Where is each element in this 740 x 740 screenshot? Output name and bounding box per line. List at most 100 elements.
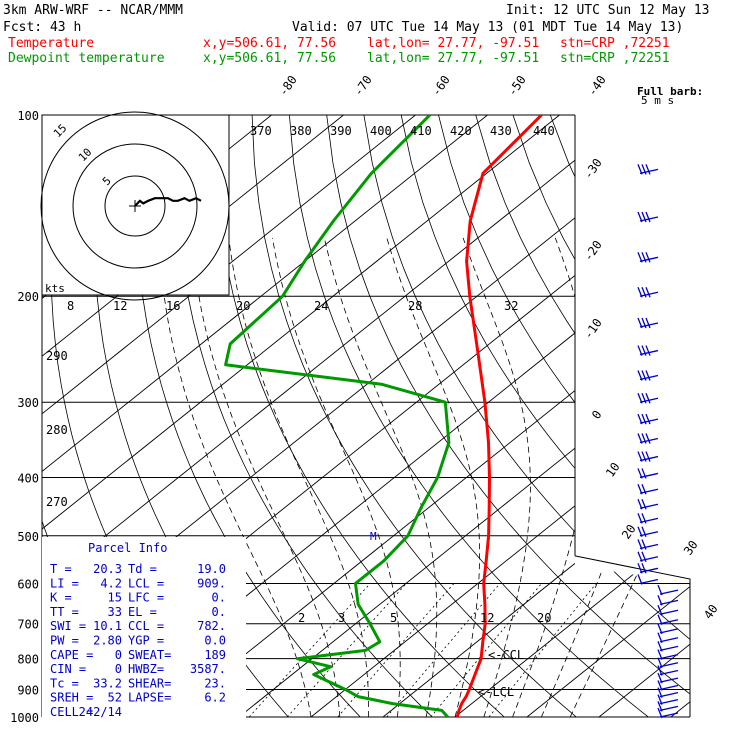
parcel-key: HWBZ= [128,662,164,676]
wind-barb-flag [637,451,643,462]
theta-label-400: 400 [370,124,392,138]
mixing-ratio-label-3: 3 [338,611,345,625]
parcel-value: 0 [115,662,122,676]
wind-barb-flag [657,701,663,712]
wind-barb [659,698,679,705]
wind-barb [639,531,659,537]
parcel-value: 242/14 [79,705,122,719]
dry-adiabat-310 [251,115,577,717]
wind-barb-flag [657,672,663,684]
wind-barb [639,567,659,573]
theta-label-420: 420 [450,124,472,138]
dry-adiabat-380 [512,115,690,717]
pressure-label-800: 800 [17,653,39,667]
parcel-key: SREH = [50,691,93,705]
wind-barb [659,619,679,625]
wind-barb [659,712,679,718]
parcel-key: LI = [50,576,79,590]
wind-barb-flag [641,392,647,404]
ccl-marker: <-CCL [488,648,524,662]
wind-barb [639,472,659,479]
isotherm-label-40: 40 [701,602,721,622]
wind-barb-flag [645,345,651,356]
wind-barb-flag [641,498,647,510]
dewpoint-profile [224,115,451,717]
temp-legend-name: Temperature [8,36,94,51]
isotherm-20 [454,115,690,717]
pressure-label-100: 100 [17,109,39,123]
parcel-value: 189 [204,648,226,662]
dew-legend-xy: x,y=506.61, 77.56 [203,51,336,66]
wind-barb-flag [657,614,663,625]
parcel-key: EL = [128,605,157,619]
parcel-value: 0.0 [204,634,226,648]
temp-legend-xy: x,y=506.61, 77.56 [203,36,336,51]
parcel-value: 23. [204,676,226,690]
mixing-ratio-20 [488,583,597,717]
theta-label-390: 390 [330,124,352,138]
init-time: Init: 12 UTC Sun 12 May 13 [506,3,710,18]
moist-adiabat-12 [272,237,401,717]
wind-barb-flag [637,498,643,510]
isotherm-label--50: -50 [505,73,529,99]
isotherm-label--70: -70 [351,73,375,99]
wind-barb-flag [657,595,663,606]
isotherm-label-10: 10 [603,460,623,480]
isotherm-30 [526,115,690,717]
wind-barb-flag [641,317,647,329]
parcel-key: LCL = [128,576,164,590]
parcel-value: 0. [212,605,226,619]
wind-barb-flag [637,526,643,538]
mixing-ratio-label-20: 20 [537,611,551,625]
theta-label-430: 430 [490,124,512,138]
wind-barb-flag [641,433,647,444]
mixing-ratio-label-5: 5 [390,611,397,625]
parcel-value: 6.2 [204,691,226,705]
isotherm-10 [382,115,690,717]
parcel-info-box: Parcel Info [42,537,246,727]
wind-barb-flag [645,370,651,381]
theta-label-440: 440 [533,124,555,138]
parcel-info-title: Parcel Info [88,541,167,555]
m-marker: M [370,530,377,543]
hodograph-speed-32: 32 [504,299,518,313]
wind-barb-flag [641,413,647,425]
dew-legend-latlon: lat,lon= 27.77, -97.51 [367,51,539,66]
valid-time: Valid: 07 UTC Tue 14 May 13 (01 MDT Tue … [292,20,683,35]
wind-barb [639,543,659,550]
wind-barb-flag [641,468,647,479]
mixing-ratio-label-2: 2 [298,611,305,625]
parcel-value: 2.80 [93,634,122,648]
pressure-label-400: 400 [17,471,39,485]
dry-adiabat-430 [699,115,740,717]
hodograph-ring-2 [72,143,198,269]
dry-adiabat-350 [400,115,690,717]
wind-barb-flag [641,370,647,381]
isotherm--20 [166,115,690,717]
sounding-series [224,115,543,717]
dew-legend-name: Dewpoint temperature [8,51,165,66]
wind-barb [659,609,679,615]
wind-barb-flag [657,632,663,644]
parcel-key: LAPSE= [128,691,171,705]
dry-adiabat-290 [175,115,433,717]
wind-barb-flag [637,345,643,356]
barb-legend-unit: 5 m s [641,94,674,107]
wind-barb [639,578,659,585]
wind-barb-flag [645,286,651,298]
parcel-key: TT = [50,605,79,619]
wind-barb [659,684,679,691]
pressure-label-200: 200 [17,290,39,304]
wind-barb [639,556,659,562]
parcel-value: 0. [212,591,226,605]
wind-barb [639,517,659,524]
parcel-key: SHEAR= [128,676,171,690]
wind-barb-flag [641,164,647,175]
hodograph-speed-12: 12 [113,299,127,313]
wind-barb-flag [637,551,643,562]
parcel-value: 52 [108,691,122,705]
wind-barb-flag [637,286,643,298]
moist-adiabat-0 [158,237,312,717]
wind-barb-flag [641,286,647,298]
parcel-key: Td = [128,562,157,576]
